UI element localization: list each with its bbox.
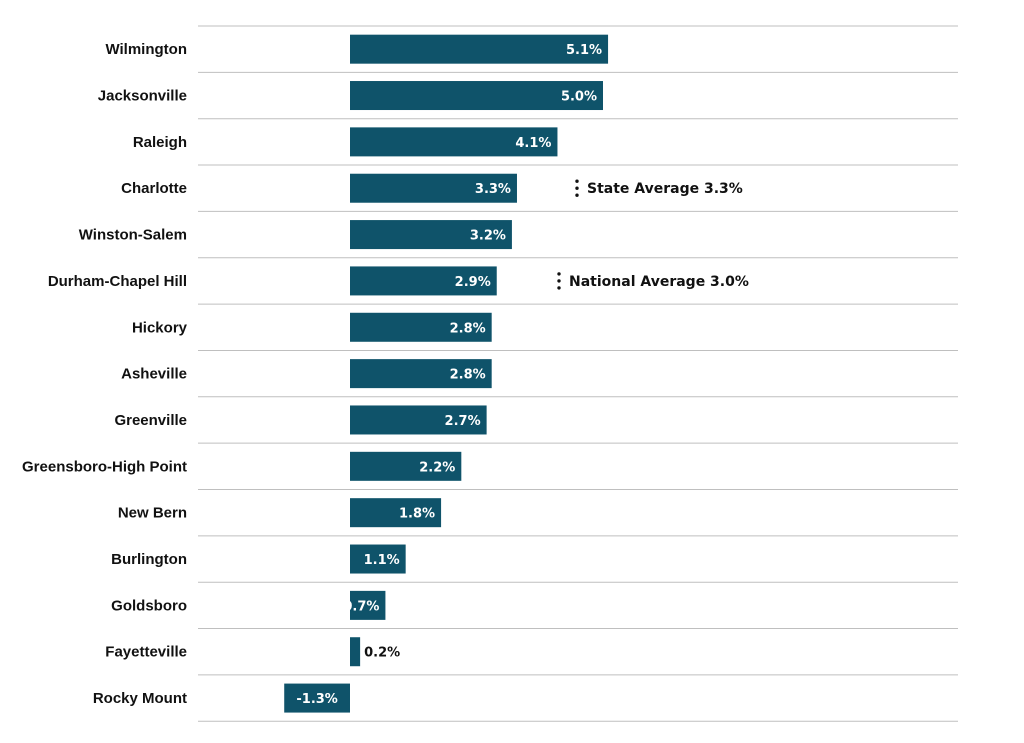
value-label-durham-chapel-hill: 2.9% — [455, 275, 491, 290]
gridlines — [198, 25, 958, 722]
value-label-greenville: 2.7% — [445, 414, 481, 429]
value-label-goldsboro: 0.7% — [343, 599, 379, 614]
value-label-asheville: 2.8% — [450, 368, 486, 383]
bar-greensboro-high-point — [350, 451, 462, 481]
value-label-new-bern: 1.8% — [399, 507, 435, 522]
value-label-winston-salem: 3.2% — [470, 229, 506, 244]
reference-label-state-average-3-3: State Average 3.3% — [587, 181, 743, 197]
bar-greenville — [350, 405, 487, 435]
reference-dot — [557, 279, 561, 283]
reference-dot — [575, 179, 579, 183]
bar-hickory — [350, 312, 492, 342]
reference-label-national-average-3-0: National Average 3.0% — [569, 274, 749, 290]
category-label-wilmington: Wilmington — [105, 41, 187, 58]
reference-marker-national-average-3-0 — [557, 272, 561, 290]
reference-dot — [575, 193, 579, 197]
value-labels: 5.1% 5.0% 4.1% 3.3% 3.2% 2.9% 2.8% 2.8% 2.7% 2.2%… — [296, 43, 602, 707]
reference-dot — [557, 272, 561, 276]
bar-asheville — [350, 359, 492, 389]
bar-jacksonville — [350, 81, 603, 111]
category-label-greenville: Greenville — [114, 412, 187, 429]
reference-dot — [557, 286, 561, 290]
category-label-new-bern: New Bern — [118, 505, 187, 522]
category-label-winston-salem: Winston-Salem — [79, 227, 187, 244]
bar-rocky-mount — [284, 683, 350, 713]
bar-durham-chapel-hill — [350, 266, 497, 296]
category-label-asheville: Asheville — [121, 366, 187, 383]
category-label-raleigh: Raleigh — [133, 134, 187, 151]
value-label-charlotte: 3.3% — [475, 182, 511, 197]
value-label-rocky-mount: -1.3% — [296, 692, 337, 707]
category-label-hickory: Hickory — [132, 319, 188, 336]
category-label-fayetteville: Fayetteville — [105, 644, 187, 661]
bar-raleigh — [350, 127, 558, 157]
category-label-durham-chapel-hill: Durham-Chapel Hill — [48, 273, 187, 290]
bar-wilmington — [350, 34, 609, 64]
reference-annotations: State Average 3.3% National Average 3.0% — [557, 179, 749, 290]
bar-burlington — [350, 544, 406, 574]
bar-new-bern — [350, 498, 442, 528]
bar-goldsboro — [350, 590, 386, 620]
value-label-greensboro-high-point: 2.2% — [419, 460, 455, 475]
category-label-goldsboro: Goldsboro — [111, 597, 187, 614]
category-label-rocky-mount: Rocky Mount — [93, 690, 187, 707]
value-label-burlington: 1.1% — [364, 553, 400, 568]
category-label-greensboro-high-point: Greensboro-High Point — [22, 458, 187, 475]
value-label-raleigh: 4.1% — [515, 136, 551, 151]
value-label-hickory: 2.8% — [450, 321, 486, 336]
reference-marker-state-average-3-3 — [575, 179, 579, 197]
bars — [284, 34, 609, 713]
bar-winston-salem — [350, 220, 512, 250]
category-labels: Wilmington Jacksonville Raleigh Charlotte Wi… — [22, 41, 188, 707]
value-label-fayetteville: 0.2% — [364, 646, 400, 661]
value-label-jacksonville: 5.0% — [561, 90, 597, 105]
bar-charlotte — [350, 173, 517, 203]
reference-dot — [575, 186, 579, 190]
category-label-charlotte: Charlotte — [121, 180, 187, 197]
value-label-wilmington: 5.1% — [566, 43, 602, 58]
bar-fayetteville — [350, 637, 361, 667]
category-label-burlington: Burlington — [111, 551, 187, 568]
category-label-jacksonville: Jacksonville — [98, 88, 187, 105]
